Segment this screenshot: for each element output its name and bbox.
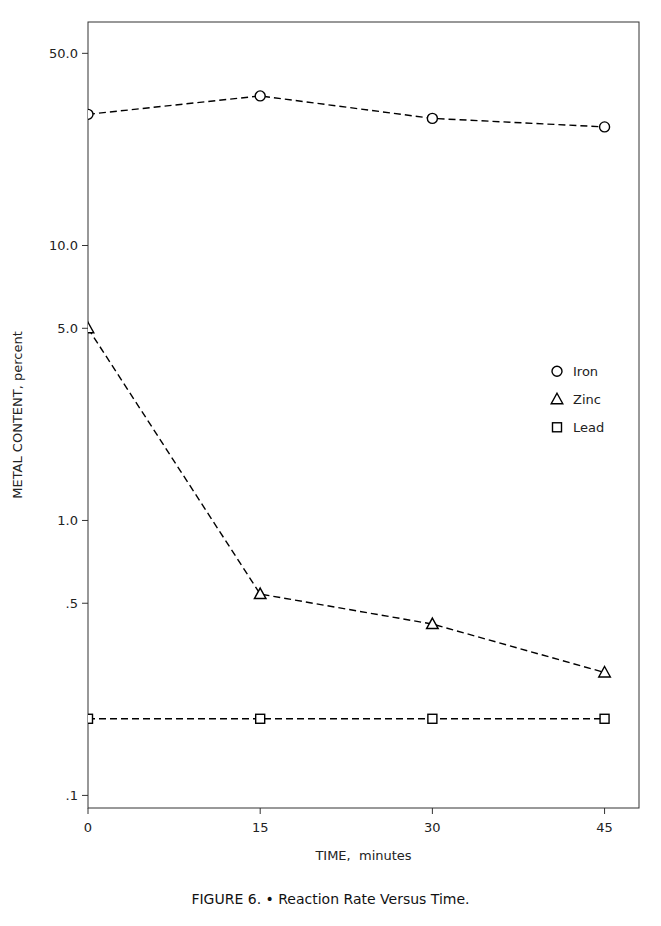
y-tick-label: 1.0 <box>57 513 78 528</box>
y-tick <box>82 795 88 796</box>
y-tick-label: 50.0 <box>49 46 78 61</box>
series-line <box>88 718 605 719</box>
data-point <box>88 322 94 333</box>
data-point <box>427 113 437 123</box>
legend-marker <box>551 393 563 404</box>
data-point <box>255 91 265 101</box>
legend: Iron Zinc Lead <box>551 364 604 435</box>
y-tick <box>82 53 88 54</box>
data-point <box>600 714 609 723</box>
y-tick <box>82 245 88 246</box>
series-line <box>88 96 605 127</box>
chart-title: FIGURE 6. • Reaction Rate Versus Time. <box>191 891 469 907</box>
plot-area <box>88 91 610 723</box>
x-tick-label: 30 <box>424 820 441 835</box>
data-point <box>600 122 610 132</box>
x-tick-label: 15 <box>252 820 269 835</box>
x-axis-label: TIME, minutes <box>314 848 411 863</box>
y-tick-label: 5.0 <box>57 321 78 336</box>
data-point <box>256 714 265 723</box>
legend-marker <box>553 423 562 432</box>
data-point <box>599 666 611 677</box>
x-tick-label: 45 <box>596 820 613 835</box>
data-point <box>254 588 266 599</box>
y-tick <box>82 328 88 329</box>
x-tick <box>432 808 433 814</box>
x-tick <box>88 808 89 814</box>
y-axis-label: METAL CONTENT, percent <box>10 331 25 499</box>
data-point <box>88 109 93 119</box>
legend-label: Zinc <box>573 392 601 407</box>
chart: 0 15 30 45 .1 .5 1.0 5.0 10.0 50.0 TIME, minutes ME… <box>0 0 661 926</box>
x-tick <box>260 808 261 814</box>
plot-frame <box>88 22 639 808</box>
data-point <box>428 714 437 723</box>
y-tick-label: .5 <box>66 596 78 611</box>
data-point <box>88 714 93 723</box>
y-tick-label: 10.0 <box>49 238 78 253</box>
legend-label: Lead <box>573 420 604 435</box>
legend-marker <box>552 366 562 376</box>
x-tick-label: 0 <box>84 820 92 835</box>
legend-label: Iron <box>573 364 598 379</box>
y-tick-label: .1 <box>66 788 78 803</box>
x-tick <box>604 808 605 814</box>
series-line <box>88 328 605 672</box>
y-tick <box>82 603 88 604</box>
data-point <box>427 618 439 629</box>
y-tick <box>82 520 88 521</box>
